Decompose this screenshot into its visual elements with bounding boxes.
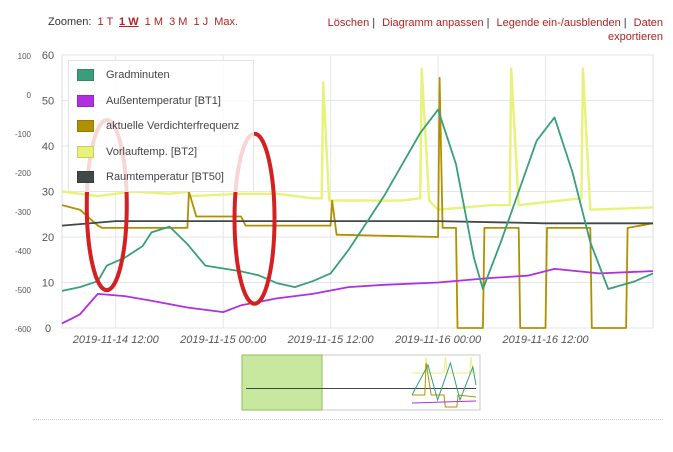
zoom-option-3m[interactable]: 3 M bbox=[169, 16, 188, 28]
legend-swatch bbox=[77, 171, 94, 184]
legend-swatch bbox=[77, 145, 94, 158]
y-axis-left: 0 10 20 30 40 50 60 bbox=[42, 50, 54, 335]
navigator-selection bbox=[241, 354, 323, 411]
divider bbox=[33, 419, 663, 420]
y-right-tick-label: -500 bbox=[15, 286, 32, 295]
chart-actions: Löschen | Diagramm anpassen | Legende ein-… bbox=[303, 16, 663, 44]
legend-item[interactable]: Vorlauftemp. [BT2] bbox=[77, 145, 198, 160]
zoom-label: Zoomen: bbox=[48, 16, 92, 28]
legend-toggle-link[interactable]: Legende ein-/ausblenden bbox=[496, 17, 621, 29]
annotation-ellipse bbox=[232, 131, 277, 306]
legend-label: Gradminuten bbox=[106, 69, 170, 82]
series-group bbox=[61, 67, 654, 329]
zoom-bar: Zoomen: 1 T 1 W 1 M 3 M 1 J Max. bbox=[48, 16, 238, 28]
separator: | bbox=[486, 17, 490, 29]
legend-swatch bbox=[77, 69, 94, 82]
legend-label: Vorlauftemp. [BT2] bbox=[106, 145, 198, 158]
y-right-tick-label: -200 bbox=[15, 169, 32, 178]
y-left-tick-label: 20 bbox=[42, 232, 54, 244]
legend-item[interactable]: Gradminuten bbox=[77, 69, 170, 83]
legend-item[interactable]: aktuelle Verdichterfrequenz bbox=[77, 120, 239, 134]
y-right-tick-label: -100 bbox=[15, 130, 32, 139]
legend-item[interactable]: Außentemperatur [BT1] bbox=[77, 94, 221, 109]
legend-swatch bbox=[77, 120, 94, 133]
navigator-mini-series bbox=[411, 400, 477, 404]
x-tick-label: 2019-11-16 12:00 bbox=[502, 334, 590, 346]
y-right-tick-label: 100 bbox=[18, 52, 32, 61]
series-line-gradminuten bbox=[61, 108, 654, 292]
y-left-tick-label: 50 bbox=[42, 96, 54, 108]
x-tick-label: 2019-11-14 12:00 bbox=[72, 334, 160, 346]
x-tick-label: 2019-11-16 00:00 bbox=[394, 334, 482, 346]
fit-diagram-link[interactable]: Diagramm anpassen bbox=[382, 17, 484, 29]
legend: Gradminuten Außentemperatur [BT1] aktuelle… bbox=[68, 60, 254, 192]
y-left-tick-label: 60 bbox=[42, 50, 54, 62]
delete-link[interactable]: Löschen bbox=[327, 17, 370, 29]
navigator-mini-series bbox=[411, 361, 477, 402]
zoom-option-1m[interactable]: 1 M bbox=[144, 16, 164, 28]
legend-label: Raumtemperatur [BT50] bbox=[106, 171, 224, 184]
y-left-tick-label: 40 bbox=[42, 141, 54, 153]
series-line-verdichter bbox=[61, 76, 654, 329]
legend-swatch bbox=[77, 94, 94, 107]
navigator-mini-series bbox=[412, 356, 476, 374]
series-line-raumtemp bbox=[61, 220, 653, 227]
x-tick-label: 2019-11-15 00:00 bbox=[179, 334, 267, 346]
y-left-tick-label: 0 bbox=[45, 323, 51, 335]
y-left-tick-label: 10 bbox=[42, 278, 54, 290]
x-tick-label: 2019-11-15 12:00 bbox=[287, 334, 375, 346]
series-line-vorlauf bbox=[61, 67, 654, 211]
zoom-option-1t[interactable]: 1 T bbox=[97, 16, 113, 28]
legend-item[interactable]: Raumtemperatur [BT50] bbox=[77, 171, 224, 185]
zoom-option-1w[interactable]: 1 W bbox=[119, 16, 139, 28]
navigator-mini-series bbox=[412, 362, 477, 408]
y-right-tick-label: -400 bbox=[15, 247, 32, 256]
y-right-tick-label: 0 bbox=[27, 91, 32, 100]
navigator[interactable] bbox=[241, 354, 481, 411]
y-left-tick-label: 30 bbox=[42, 187, 54, 199]
legend-label: aktuelle Verdichterfrequenz bbox=[106, 120, 240, 133]
y-right-tick-label: -600 bbox=[15, 325, 32, 334]
separator: | bbox=[623, 17, 627, 29]
legend-label: Außentemperatur [BT1] bbox=[106, 94, 221, 107]
separator: | bbox=[372, 17, 376, 29]
y-right-tick-label: -300 bbox=[15, 208, 32, 217]
x-axis: 2019-11-14 12:00 2019-11-15 00:00 2019-11-… bbox=[72, 334, 590, 346]
series-line-aussentemp bbox=[61, 267, 654, 325]
zoom-option-1j[interactable]: 1 J bbox=[193, 16, 209, 28]
zoom-option-max[interactable]: Max. bbox=[214, 16, 239, 28]
y-axis-right: -600 -500 -400 -300 -200 -100 0 100 bbox=[15, 52, 32, 334]
export-data-link[interactable]: Daten exportieren bbox=[607, 17, 663, 43]
